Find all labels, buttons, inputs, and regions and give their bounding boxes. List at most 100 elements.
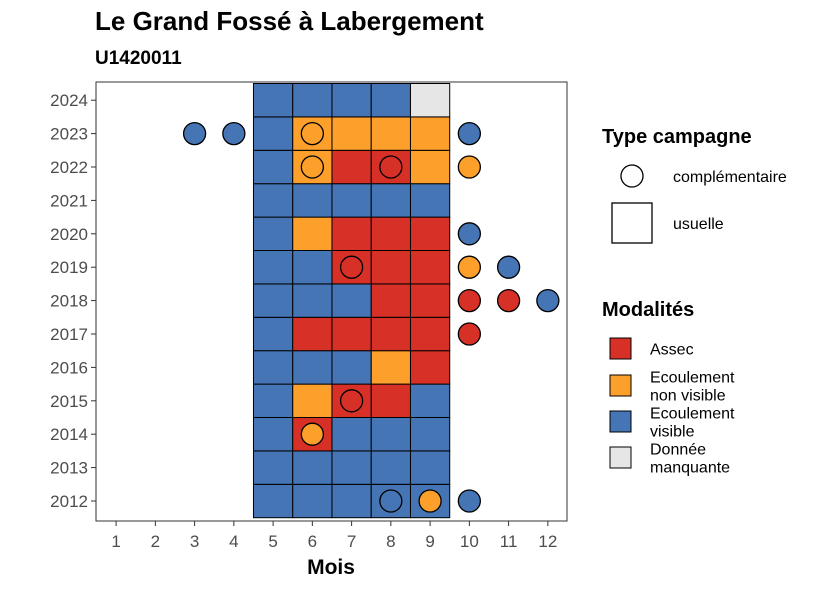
point-2023-10 bbox=[457, 121, 482, 146]
legend-label-V: visible bbox=[650, 424, 695, 441]
tile-2019-9 bbox=[409, 250, 451, 285]
chart-subtitle: U1420011 bbox=[95, 48, 182, 69]
y-tick-label: 2020 bbox=[50, 225, 88, 244]
x-tick-label: 8 bbox=[386, 532, 395, 551]
tile-2014-5 bbox=[252, 417, 294, 452]
tile-2016-5 bbox=[252, 350, 294, 385]
y-tick-label: 2016 bbox=[50, 358, 88, 377]
tile-2015-9 bbox=[409, 383, 451, 419]
tile-2021-5 bbox=[252, 183, 294, 218]
tile-2013-5 bbox=[252, 450, 294, 485]
point-2012-9 bbox=[418, 489, 442, 513]
legend-type: complémentaire usuelle bbox=[611, 164, 787, 244]
point-2018-11 bbox=[496, 288, 521, 313]
tile-2017-8 bbox=[370, 316, 411, 352]
tile-2015-8 bbox=[370, 383, 411, 419]
x-tick-label: 5 bbox=[268, 532, 277, 551]
tile-2020-9 bbox=[409, 216, 451, 252]
tile-2013-7 bbox=[331, 450, 372, 485]
legend-label-N: Ecoulement bbox=[650, 370, 735, 387]
legend-key-M bbox=[609, 446, 632, 469]
x-tick-label: 2 bbox=[151, 532, 160, 551]
point-2019-10 bbox=[457, 255, 482, 279]
y-tick-label: 2015 bbox=[50, 392, 88, 411]
tile-2019-6 bbox=[292, 250, 333, 285]
point-2022-8 bbox=[379, 155, 403, 179]
legend-label-N: non visible bbox=[650, 388, 726, 405]
tile-2017-5 bbox=[252, 316, 294, 352]
y-tick-label: 2019 bbox=[50, 258, 88, 277]
legend-label-V: Ecoulement bbox=[650, 406, 735, 423]
point-2020-10 bbox=[457, 222, 482, 246]
point-2015-7 bbox=[339, 389, 364, 413]
tile-2018-8 bbox=[370, 283, 411, 318]
legend-key-A bbox=[609, 337, 632, 360]
tile-2012-6 bbox=[292, 483, 333, 519]
x-tick-label: 6 bbox=[308, 532, 317, 551]
legend-key-V bbox=[609, 410, 632, 433]
tile-2022-7 bbox=[331, 149, 372, 185]
point-2023-4 bbox=[222, 121, 246, 146]
tile-2019-5 bbox=[252, 250, 294, 285]
tile-2024-6 bbox=[292, 83, 333, 118]
chart-title: Le Grand Fossé à Labergement bbox=[95, 6, 484, 36]
x-tick-label: 1 bbox=[111, 532, 120, 551]
tile-2012-7 bbox=[331, 483, 372, 519]
tile-2015-6 bbox=[292, 383, 333, 419]
point-2019-11 bbox=[496, 255, 521, 279]
tile-2021-6 bbox=[292, 183, 333, 218]
tile-2017-9 bbox=[409, 316, 451, 352]
legend-label-M: Donnée bbox=[650, 442, 706, 459]
point-2019-7 bbox=[339, 255, 364, 279]
point-2023-3 bbox=[182, 121, 207, 146]
legend-square-key bbox=[611, 202, 653, 244]
point-2012-10 bbox=[457, 489, 482, 513]
tile-2014-7 bbox=[331, 417, 372, 452]
tile-2012-5 bbox=[252, 483, 294, 519]
tile-2023-9 bbox=[409, 116, 451, 151]
legend-modalites-title: Modalités bbox=[602, 299, 694, 321]
legend-label-M: manquante bbox=[650, 460, 730, 477]
tile-2021-9 bbox=[409, 183, 451, 218]
tile-2024-7 bbox=[331, 83, 372, 118]
tile-2024-9 bbox=[409, 83, 451, 118]
x-tick-label: 3 bbox=[190, 532, 199, 551]
y-tick-label: 2012 bbox=[50, 492, 88, 511]
tile-2018-9 bbox=[409, 283, 451, 318]
y-tick-label: 2021 bbox=[50, 191, 88, 210]
tile-2014-9 bbox=[409, 417, 451, 452]
x-tick-label: 12 bbox=[538, 532, 557, 551]
point-2022-6 bbox=[300, 155, 325, 179]
y-tick-label: 2023 bbox=[50, 125, 88, 144]
tile-2020-8 bbox=[370, 216, 411, 252]
tile-2015-5 bbox=[252, 383, 294, 419]
y-tick-label: 2013 bbox=[50, 459, 88, 478]
tile-2016-6 bbox=[292, 350, 333, 385]
point-2012-8 bbox=[379, 489, 403, 513]
legend-label-A: Assec bbox=[650, 342, 694, 359]
x-tick-label: 10 bbox=[460, 532, 479, 551]
tile-2021-8 bbox=[370, 183, 411, 218]
legend-item-usuelle: usuelle bbox=[673, 216, 724, 233]
legend-circle-key bbox=[620, 164, 644, 188]
plot-area: 2012 2013 2014 2015 2016 2017 2018 2019 2020 2021… bbox=[50, 81, 568, 551]
tile-2016-9 bbox=[409, 350, 451, 385]
point-2014-6 bbox=[300, 422, 325, 446]
tile-2018-7 bbox=[331, 283, 372, 318]
tile-2013-9 bbox=[409, 450, 451, 485]
point-2023-6 bbox=[300, 121, 325, 146]
tile-2018-5 bbox=[252, 283, 294, 318]
y-tick-label: 2018 bbox=[50, 292, 88, 311]
x-tick-label: 11 bbox=[500, 532, 518, 551]
tile-2022-9 bbox=[409, 149, 451, 185]
tile-2020-6 bbox=[292, 216, 333, 252]
tile-2017-7 bbox=[331, 316, 372, 352]
point-2017-10 bbox=[457, 322, 482, 346]
x-axis-title: Mois bbox=[307, 556, 355, 579]
y-tick-label: 2024 bbox=[50, 91, 88, 110]
x-tick-label: 4 bbox=[229, 532, 238, 551]
tile-2023-5 bbox=[252, 116, 294, 151]
tile-2023-8 bbox=[370, 116, 411, 151]
tile-2013-6 bbox=[292, 450, 333, 485]
